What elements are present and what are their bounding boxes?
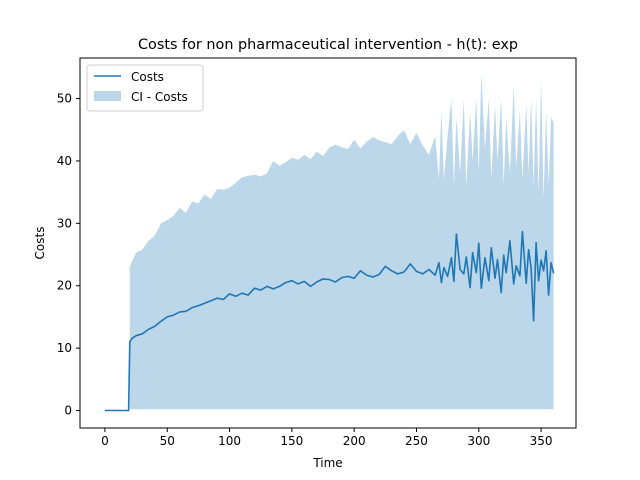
plot-frame bbox=[79, 57, 577, 429]
x-tick-label: 50 bbox=[160, 434, 175, 448]
x-tick-label: 200 bbox=[343, 434, 366, 448]
y-tick-label: 30 bbox=[57, 216, 72, 230]
chart-title: Costs for non pharmaceutical interventio… bbox=[138, 37, 518, 53]
legend: Costs CI - Costs bbox=[86, 64, 204, 112]
x-tick-label: 0 bbox=[101, 434, 109, 448]
costs-line bbox=[104, 230, 555, 412]
costs-line-layer bbox=[104, 230, 555, 412]
ci-costs-band bbox=[129, 73, 554, 410]
ci-band-layer bbox=[129, 73, 554, 410]
y-tick-label: 0 bbox=[64, 404, 72, 418]
legend-ci-label: CI - Costs bbox=[131, 90, 188, 104]
y-tick-label: 40 bbox=[57, 154, 72, 168]
x-tick-label: 350 bbox=[530, 434, 553, 448]
legend-ci-swatch bbox=[94, 91, 121, 101]
x-tick-label: 150 bbox=[280, 434, 303, 448]
x-tick-label: 250 bbox=[405, 434, 428, 448]
legend-costs-label: Costs bbox=[131, 70, 164, 84]
y-axis-ticks: 0 10 20 30 40 50 bbox=[57, 92, 80, 418]
y-axis-label: Costs bbox=[33, 227, 47, 260]
x-axis-label: Time bbox=[312, 456, 342, 470]
x-axis-ticks: 0 50 100 150 200 250 300 350 bbox=[101, 428, 553, 448]
y-tick-label: 20 bbox=[57, 279, 72, 293]
x-tick-label: 100 bbox=[218, 434, 241, 448]
y-tick-label: 50 bbox=[57, 92, 72, 106]
x-tick-label: 300 bbox=[467, 434, 490, 448]
y-tick-label: 10 bbox=[57, 341, 72, 355]
